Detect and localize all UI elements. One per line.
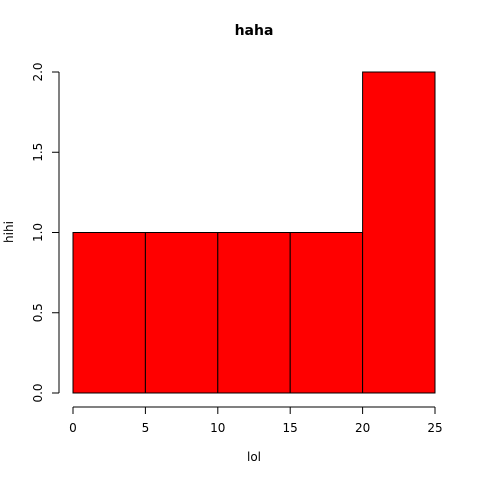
histogram-bar-4	[362, 71, 436, 394]
y-axis-label: hihi	[2, 221, 16, 243]
x-tick-label-2: 10	[210, 421, 225, 435]
x-tick-label-3: 15	[283, 421, 298, 435]
chart-title: haha	[235, 23, 274, 39]
histogram-bar-2	[217, 232, 291, 394]
histogram-bar-3	[289, 232, 364, 394]
y-axis: 0.0 0.5 1.0 1.5 2.0	[31, 62, 60, 403]
x-tick-label-1: 5	[142, 421, 150, 435]
histogram-bar-0	[72, 232, 146, 394]
x-tick-label-0: 0	[69, 421, 77, 435]
y-tick-label-4: 2.0	[31, 62, 45, 81]
x-axis-label: lol	[247, 450, 261, 464]
x-tick-label-5: 25	[427, 421, 442, 435]
y-tick-label-2: 1.0	[31, 223, 45, 242]
y-tick-label-0: 0.0	[31, 383, 45, 402]
x-axis: 0 5 10 15 20 25	[69, 406, 443, 435]
x-tick-label-4: 20	[355, 421, 370, 435]
histogram-bar-1	[144, 232, 219, 394]
y-tick-label-3: 1.5	[31, 143, 45, 162]
bars-group	[72, 71, 436, 394]
y-tick-label-1: 0.5	[31, 303, 45, 322]
